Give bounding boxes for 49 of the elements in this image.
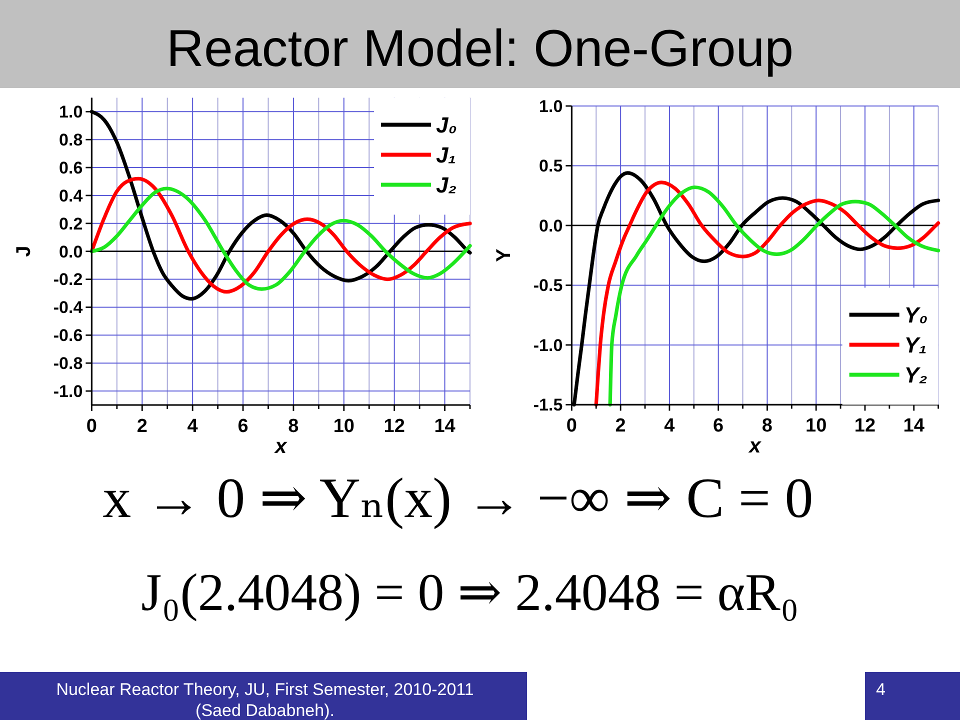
x-tick-label: 2 bbox=[136, 416, 148, 437]
x-tick-label: 8 bbox=[762, 416, 773, 437]
y-tick-label: -0.8 bbox=[53, 354, 83, 374]
x-tick-label: 2 bbox=[615, 416, 626, 437]
x-tick-label: 0 bbox=[86, 416, 97, 437]
y-tick-label: 0.8 bbox=[59, 130, 83, 150]
x-tick-label: 8 bbox=[288, 416, 299, 437]
text: x → 0 ⇒ Yₙ(x) → −∞ ⇒ C = 0 bbox=[102, 467, 814, 530]
x-axis-title: x bbox=[274, 435, 288, 458]
y-tick-label: -0.2 bbox=[53, 270, 83, 290]
y-tick-label: -0.5 bbox=[533, 276, 563, 296]
y-tick-label: -1.0 bbox=[53, 382, 83, 401]
chart-title: Reactor Model: One-Group bbox=[166, 20, 794, 78]
x-tick-label: 14 bbox=[903, 416, 925, 437]
x-tick-label: 0 bbox=[566, 416, 577, 437]
x-tick-label: 14 bbox=[434, 416, 456, 437]
y-axis-title: J bbox=[13, 246, 35, 257]
y-tick-label: -1.0 bbox=[533, 336, 563, 355]
x-tick-label: 12 bbox=[854, 416, 876, 437]
y-tick-label: 0.2 bbox=[59, 214, 83, 234]
y-tick-label: 0.5 bbox=[539, 156, 563, 176]
y-tick-label: 0.4 bbox=[59, 186, 84, 206]
y-tick-label: 0.0 bbox=[539, 216, 563, 236]
legend-label: Y₀ bbox=[904, 302, 928, 328]
x-axis-title: x bbox=[748, 434, 762, 458]
y-tick-label: 0.6 bbox=[59, 158, 83, 178]
text: (Saed Dababneh). bbox=[196, 701, 334, 720]
y-tick-label: -0.4 bbox=[53, 298, 84, 318]
y-tick-label: 1.0 bbox=[539, 96, 563, 116]
y-tick-label: -0.6 bbox=[53, 326, 83, 346]
legend-label: Y₁ bbox=[904, 332, 927, 358]
x-tick-label: 10 bbox=[333, 416, 354, 437]
x-tick-label: 12 bbox=[384, 416, 405, 437]
text: Nuclear Reactor Theory, JU, First Semester, 2010-2011 bbox=[56, 680, 474, 699]
legend-label: J₁ bbox=[436, 142, 456, 168]
x-tick-label: 6 bbox=[238, 416, 248, 437]
y-tick-label: 1.0 bbox=[59, 102, 83, 122]
x-tick-label: 6 bbox=[713, 416, 724, 437]
legend-label: J₂ bbox=[436, 172, 457, 198]
y-tick-label: 0.0 bbox=[59, 242, 83, 262]
legend-label: Y₂ bbox=[904, 362, 928, 388]
x-tick-label: 4 bbox=[187, 416, 198, 437]
x-tick-label: 10 bbox=[806, 416, 827, 437]
text: 4 bbox=[876, 680, 886, 699]
text: J₀(2.4048) = 0 ⇒ 2.4048 = αR₀ bbox=[141, 564, 799, 622]
x-tick-label: 4 bbox=[664, 416, 676, 437]
y-axis-title: Y bbox=[493, 248, 515, 262]
y-tick-label: -1.5 bbox=[533, 396, 563, 415]
legend-label: J₀ bbox=[436, 112, 457, 138]
